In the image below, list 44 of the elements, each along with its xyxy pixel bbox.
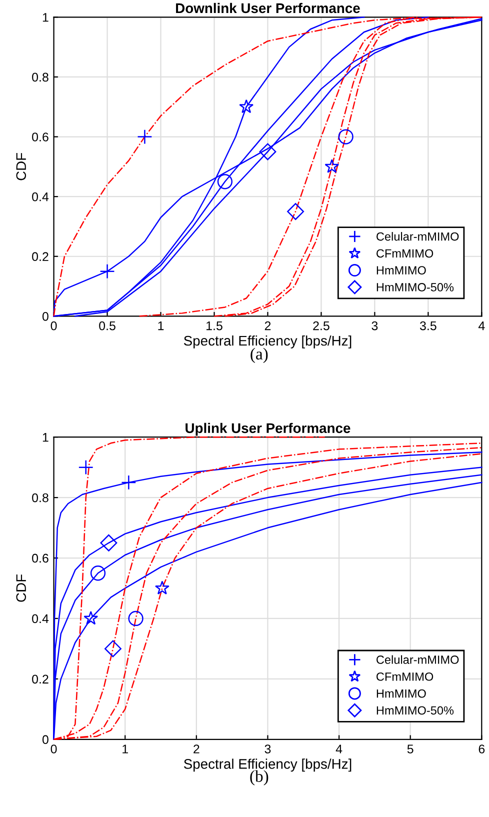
y-axis-title: CDF	[16, 152, 26, 180]
y-tick-label: 0.8	[32, 72, 48, 82]
x-tick-label: 5	[407, 744, 414, 754]
x-tick-label: 1	[122, 744, 128, 754]
y-tick-label: 0.4	[32, 614, 49, 624]
y-tick-label: 0.2	[32, 252, 48, 262]
x-tick-label: 3	[372, 321, 378, 330]
x-tick-label: 3.5	[420, 321, 436, 330]
y-tick-label: 0.2	[32, 674, 48, 684]
text: (b)	[250, 770, 268, 786]
y-tick-label: 1	[42, 13, 48, 22]
x-tick-label: 2.5	[313, 321, 330, 330]
text: (a)	[250, 348, 268, 363]
legend-label: CFmMIMO	[376, 672, 434, 681]
x-tick-label: 2	[194, 744, 200, 754]
y-tick-label: 0.6	[32, 554, 48, 563]
y-tick-label: 0.8	[32, 493, 48, 502]
x-tick-label: 1	[158, 322, 164, 330]
y-tick-label: 0	[42, 312, 48, 321]
x-axis-title: Spectral Efficiency [bps/Hz]	[184, 335, 352, 348]
legend-label: HmMIMO-50%	[376, 706, 454, 715]
x-tick-label: 2	[264, 321, 271, 330]
chart-title: Downlink User Performance	[176, 2, 360, 14]
x-tick-label: 3	[264, 744, 271, 754]
y-tick-label: 1	[42, 433, 48, 442]
y-tick-label: 0.6	[32, 132, 48, 142]
legend-label: Celular-mMIMO	[376, 232, 459, 241]
legend-label: HmMIMO-50%	[376, 283, 454, 292]
x-tick-label: 4	[478, 322, 485, 330]
x-axis-title: Spectral Efficiency [bps/Hz]	[184, 758, 352, 772]
x-tick-label: 1.5	[206, 322, 222, 330]
legend-label: Celular-mMIMO	[376, 655, 459, 664]
legend-label: HmMIMO	[376, 266, 426, 275]
x-tick-label: 0	[50, 321, 57, 330]
chart-title: Uplink User Performance	[186, 422, 350, 436]
x-tick-label: 4	[336, 744, 342, 754]
legend-label: HmMIMO	[376, 689, 426, 698]
x-tick-label: 6	[478, 744, 485, 754]
y-tick-label: 0	[42, 735, 48, 744]
legend-label: CFmMIMO	[376, 249, 434, 258]
y-tick-label: 0.4	[32, 192, 49, 202]
x-tick-label: 0.5	[99, 321, 116, 330]
y-axis-title: CDF	[16, 574, 26, 602]
x-tick-label: 0	[50, 744, 57, 754]
